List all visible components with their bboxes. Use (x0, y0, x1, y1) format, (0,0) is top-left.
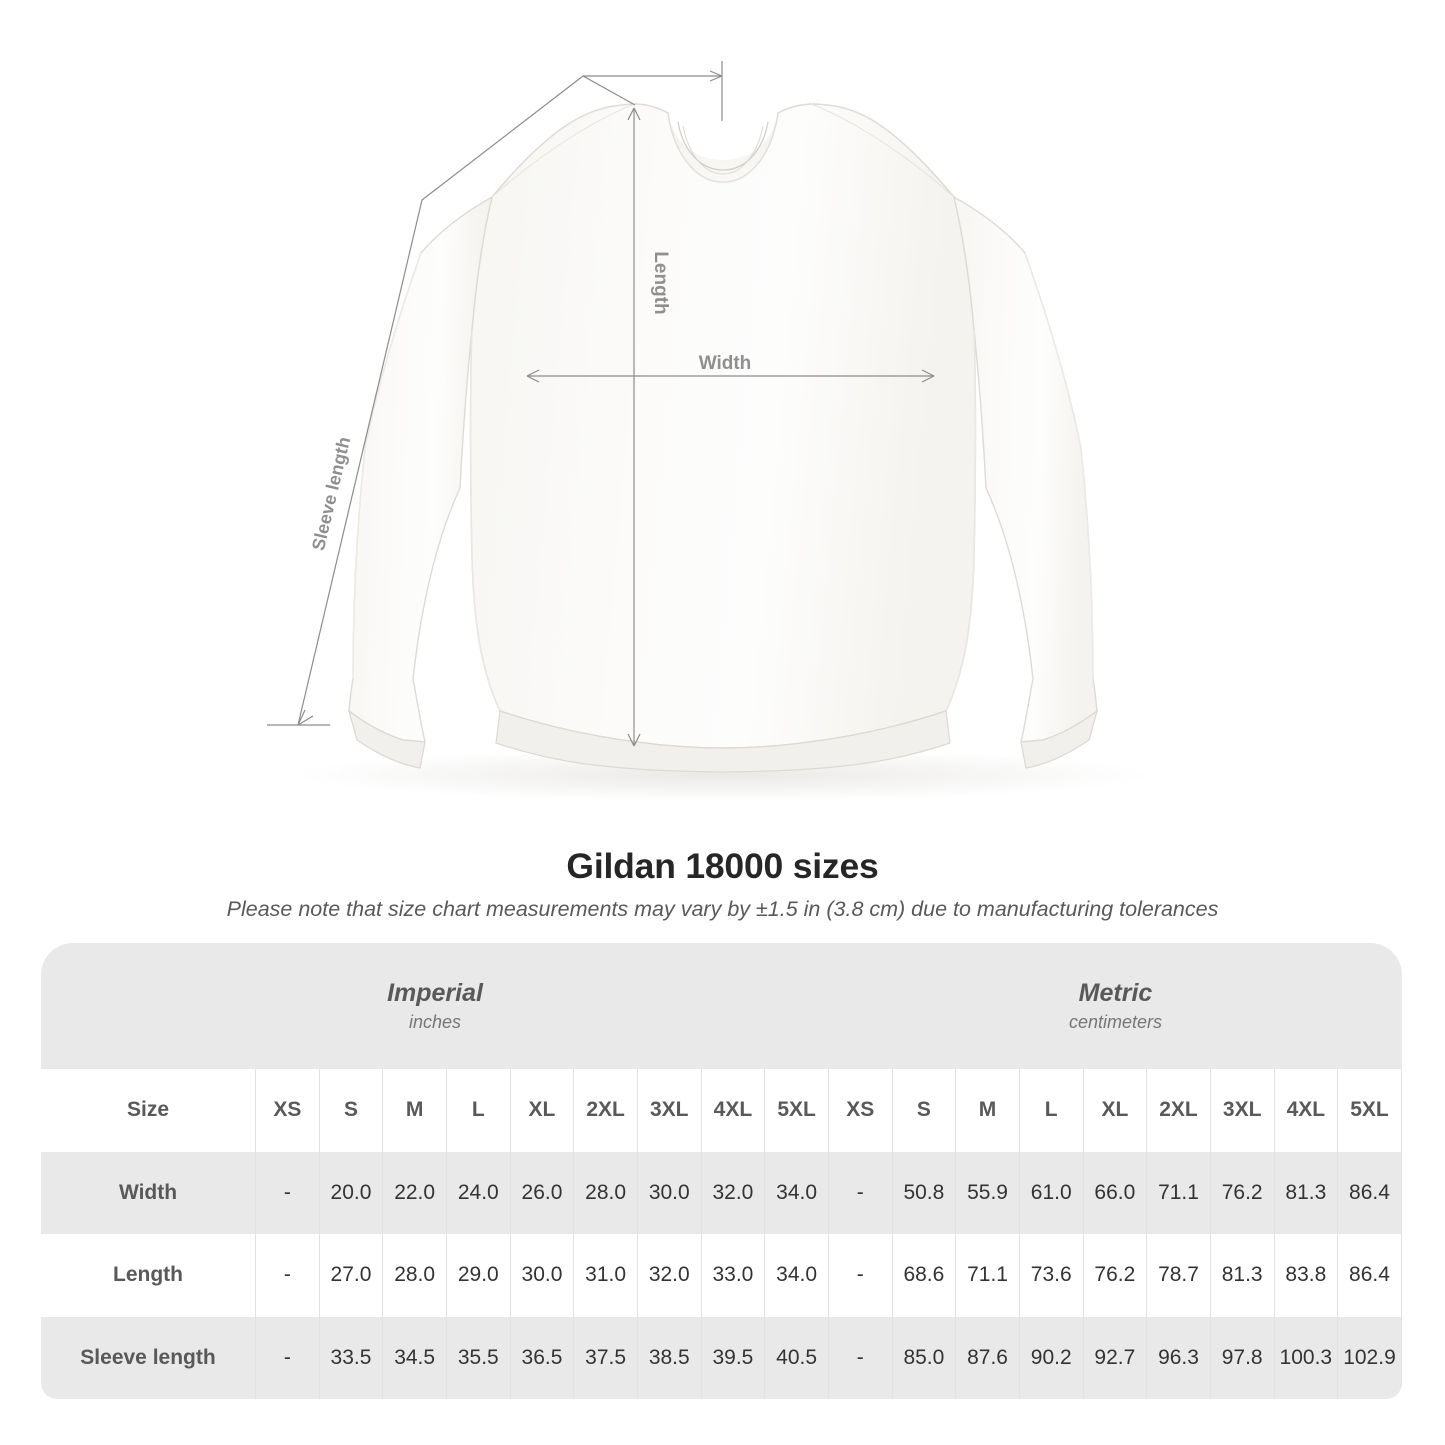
svg-text:Length: Length (650, 251, 671, 314)
svg-text:Width: Width (699, 353, 752, 374)
svg-text:Sleeve length: Sleeve length (308, 435, 354, 553)
